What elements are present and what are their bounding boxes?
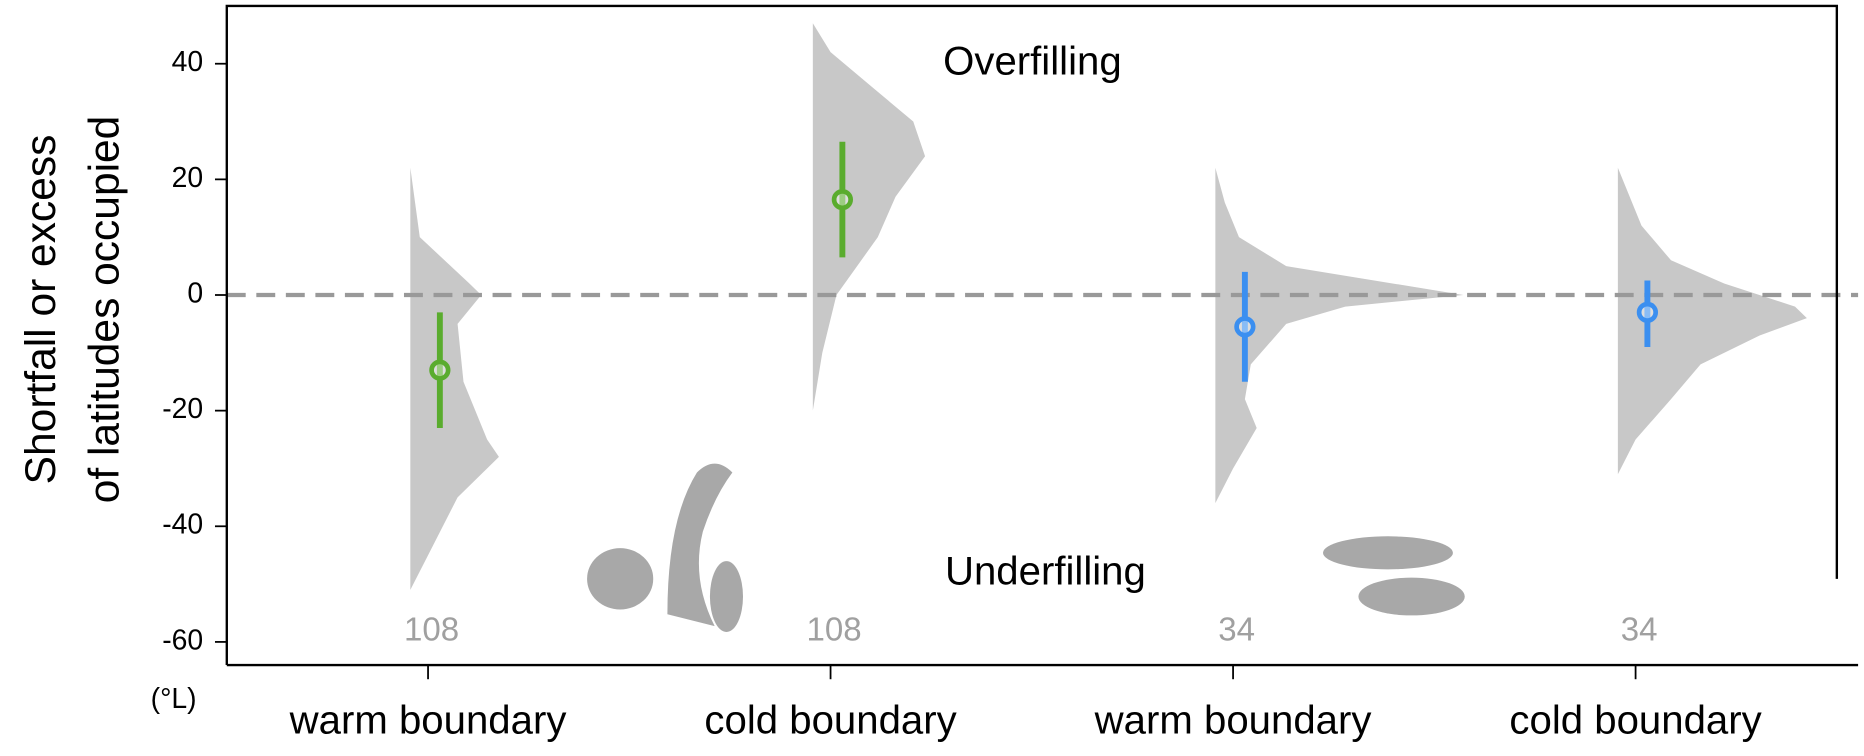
- y-tick-label: -40: [162, 509, 203, 541]
- estimate-point: [834, 191, 851, 208]
- density: [410, 168, 499, 590]
- sample-count: 108: [807, 612, 862, 649]
- y-axis-label: of latitudes occupied: [82, 116, 129, 504]
- estimate-point: [1639, 304, 1656, 321]
- x-tick-label: cold boundary: [704, 698, 956, 743]
- y-tick-label: 20: [172, 162, 204, 194]
- page: 108 warm boundary 108 cold boundary 34 warm b…: [0, 0, 1864, 756]
- y-tick-label: -60: [162, 624, 203, 656]
- density: [813, 23, 925, 410]
- sample-count: 34: [1621, 612, 1658, 649]
- y-tick-label: 0: [187, 277, 203, 309]
- x-tick-label: warm boundary: [289, 698, 567, 743]
- density: [1215, 168, 1463, 503]
- y-axis-label: Shortfall or excess: [18, 135, 65, 485]
- y-tick-label: 40: [172, 46, 204, 78]
- chart: 108 warm boundary 108 cold boundary 34 warm b…: [0, 0, 1864, 756]
- annotation: Underfilling: [945, 549, 1146, 594]
- x-tick-label: cold boundary: [1509, 698, 1761, 743]
- sample-count: 34: [1218, 612, 1255, 649]
- y-unit: (°L): [151, 683, 197, 715]
- x-tick-label: warm boundary: [1094, 698, 1372, 743]
- annotation: Overfilling: [943, 38, 1122, 83]
- estimate-point: [432, 362, 449, 379]
- y-tick-label: -20: [162, 393, 203, 425]
- estimate-point: [1237, 319, 1254, 336]
- sample-count: 108: [404, 612, 459, 649]
